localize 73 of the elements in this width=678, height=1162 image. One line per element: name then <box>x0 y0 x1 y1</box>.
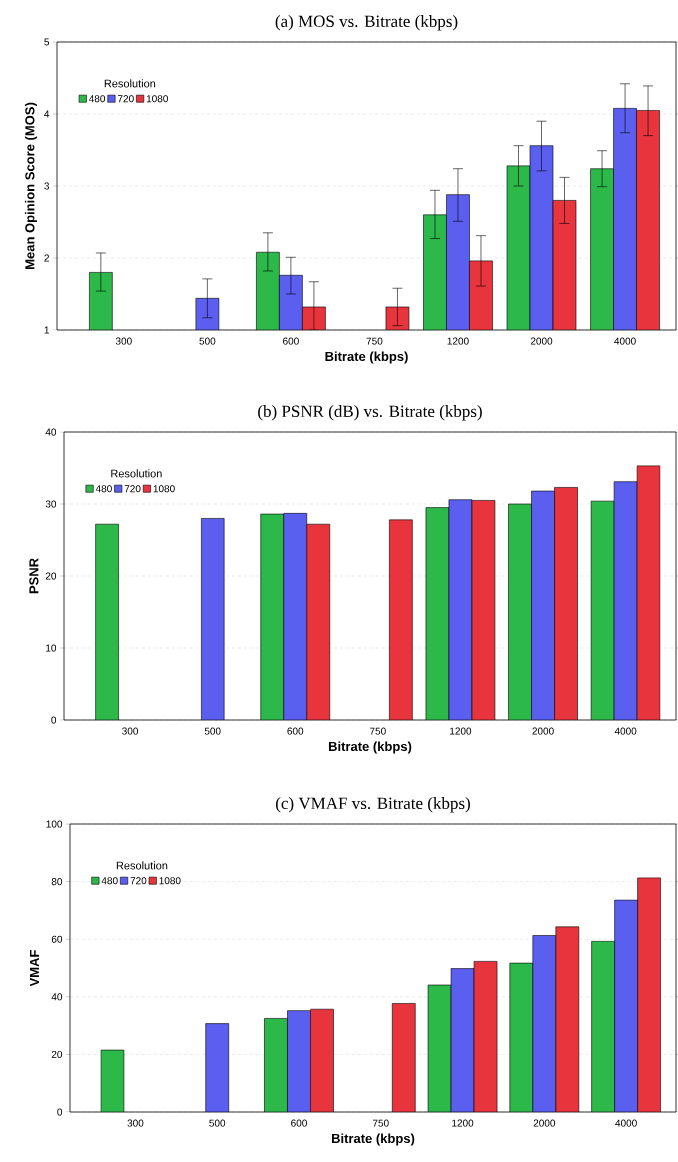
x-axis-title: Bitrate (kbps) <box>328 741 412 754</box>
y-tick-label: 5 <box>44 38 50 46</box>
y-tick-label: 40 <box>45 428 57 436</box>
y-axis-title: Mean Opinion Score (MOS) <box>24 102 38 269</box>
x-tick-label: 300 <box>122 727 139 735</box>
x-tick-label: 300 <box>115 337 132 345</box>
bar <box>554 487 578 721</box>
bar <box>448 499 473 721</box>
bar <box>471 500 496 721</box>
legend-label: 480 <box>95 485 112 493</box>
x-tick-label: 600 <box>287 727 304 735</box>
legend-label: 720 <box>117 95 134 103</box>
legend-label: 480 <box>101 877 118 885</box>
x-tick-label: 2000 <box>530 337 553 345</box>
bar <box>636 465 661 721</box>
y-tick-label: 4 <box>44 110 50 118</box>
legend-label: 720 <box>124 485 141 493</box>
x-tick-label: 750 <box>366 337 383 345</box>
x-tick-label: 500 <box>204 727 221 735</box>
legend-title: Resolution <box>116 861 168 870</box>
bar <box>425 507 450 721</box>
legend-label: 1080 <box>153 485 175 493</box>
y-tick-label: 3 <box>44 182 50 190</box>
y-tick-label: 2 <box>44 254 49 262</box>
x-tick-label: 600 <box>283 337 299 345</box>
y-tick-label: 100 <box>46 820 63 828</box>
x-tick-label: 2000 <box>532 727 554 735</box>
bar <box>306 523 331 721</box>
legend-title: Resolution <box>111 469 162 478</box>
bar <box>590 500 615 721</box>
legend-label: 720 <box>130 877 147 885</box>
x-tick-label: 500 <box>209 1119 226 1127</box>
legend-label: 480 <box>89 95 106 103</box>
x-axis-title: Bitrate (kbps) <box>325 351 408 364</box>
bar <box>260 513 285 721</box>
x-tick-label: 750 <box>370 727 386 735</box>
chart-title: (b) PSNR (dB) vs. Bitrate (kbps) <box>258 405 482 421</box>
y-tick-label: 60 <box>51 935 63 943</box>
x-tick-label: 300 <box>127 1119 144 1127</box>
y-tick-label: 80 <box>51 878 63 886</box>
bar <box>531 490 555 721</box>
legend-title: Resolution <box>104 79 156 88</box>
legend-label: 1080 <box>146 95 168 103</box>
x-tick-label: 750 <box>372 1119 389 1127</box>
bar <box>283 513 308 721</box>
legend-label: 1080 <box>159 877 181 885</box>
x-axis-title: Bitrate (kbps) <box>331 1133 415 1146</box>
y-tick-label: 0 <box>51 716 57 724</box>
y-tick-label: 20 <box>51 1050 63 1058</box>
bar <box>613 481 638 721</box>
y-tick-label: 10 <box>46 644 57 652</box>
y-axis-title: VMAF <box>29 950 39 987</box>
x-tick-label: 4000 <box>614 337 636 345</box>
x-tick-label: 600 <box>291 1119 307 1127</box>
y-tick-label: 1 <box>44 326 49 334</box>
y-axis-title: PSNR <box>29 558 39 594</box>
chart-title: (c) VMAF vs. Bitrate (kbps) <box>276 797 470 813</box>
x-tick-label: 2000 <box>533 1119 556 1127</box>
y-tick-label: 40 <box>51 993 63 1001</box>
y-tick-label: 20 <box>45 572 57 580</box>
x-tick-label: 1200 <box>452 1119 474 1127</box>
x-tick-label: 1200 <box>447 337 469 345</box>
x-tick-label: 500 <box>199 337 216 345</box>
y-tick-label: 30 <box>45 500 57 508</box>
bar <box>95 523 119 721</box>
x-tick-label: 4000 <box>615 1119 637 1127</box>
x-tick-label: 4000 <box>614 727 637 735</box>
y-tick-label: 0 <box>57 1108 63 1116</box>
chart-title: (a) MOS vs. Bitrate (kbps) <box>275 15 458 31</box>
bar <box>389 519 413 721</box>
x-tick-label: 1200 <box>450 727 472 735</box>
bar <box>508 503 532 721</box>
bar <box>200 518 225 721</box>
